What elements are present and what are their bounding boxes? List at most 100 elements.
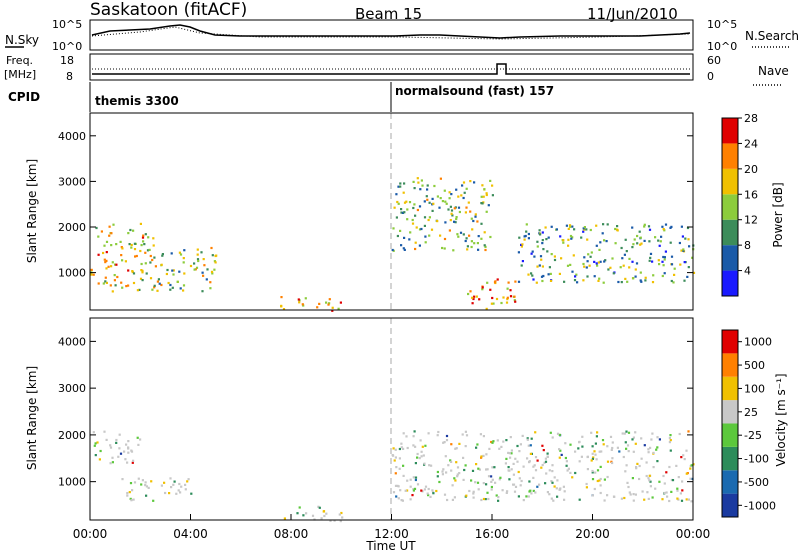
echo-cell bbox=[685, 472, 688, 475]
echo-cell bbox=[587, 253, 590, 256]
echo-cell bbox=[519, 484, 522, 487]
echo-cell bbox=[581, 445, 584, 448]
echo-cell bbox=[491, 441, 494, 444]
echo-cell bbox=[432, 492, 435, 495]
echo-cell bbox=[401, 211, 405, 214]
echo-cell bbox=[173, 480, 176, 483]
echo-cell bbox=[566, 469, 569, 472]
echo-cell bbox=[451, 214, 454, 217]
echo-cell bbox=[333, 519, 336, 522]
echo-cell bbox=[420, 227, 423, 231]
echo-cell bbox=[454, 479, 457, 482]
echo-cell bbox=[632, 493, 635, 496]
echo-cell bbox=[154, 265, 157, 268]
echo-cell bbox=[591, 457, 594, 460]
echo-cell bbox=[420, 179, 423, 182]
date-title: 11/Jun/2010 bbox=[587, 5, 678, 23]
echo-cell bbox=[477, 467, 480, 470]
y-tick-label: 3000 bbox=[58, 382, 86, 395]
echo-cell bbox=[97, 253, 100, 256]
echo-cell bbox=[546, 452, 549, 455]
echo-cell bbox=[158, 282, 161, 285]
echo-cell bbox=[648, 259, 651, 262]
echo-cell bbox=[457, 235, 460, 238]
echo-cell bbox=[157, 278, 160, 281]
time-xlabel: Time UT bbox=[365, 539, 416, 553]
echo-cell bbox=[482, 195, 485, 198]
power-panel-frame bbox=[89, 112, 694, 311]
echo-cell bbox=[396, 234, 399, 238]
echo-cell bbox=[625, 447, 628, 450]
echo-cell bbox=[140, 244, 143, 247]
echo-cell bbox=[107, 265, 110, 268]
echo-cell bbox=[471, 228, 474, 231]
echo-cell bbox=[491, 194, 494, 197]
echo-cell bbox=[96, 441, 99, 444]
echo-cell bbox=[416, 208, 419, 212]
echo-cell bbox=[465, 187, 468, 190]
echo-cell bbox=[518, 477, 521, 480]
echo-cell bbox=[531, 250, 534, 253]
echo-cell bbox=[532, 489, 535, 492]
echo-cell bbox=[595, 458, 598, 461]
echo-cell bbox=[394, 448, 397, 451]
echo-cell bbox=[129, 497, 132, 500]
echo-cell bbox=[463, 191, 466, 194]
echo-cell bbox=[438, 480, 441, 484]
echo-cell bbox=[403, 201, 407, 204]
echo-cell bbox=[214, 254, 217, 258]
echo-cell bbox=[457, 206, 461, 209]
echo-cell bbox=[614, 242, 617, 245]
colorbar-segment bbox=[722, 270, 738, 296]
echo-cell bbox=[545, 472, 548, 475]
echo-cell bbox=[414, 247, 417, 251]
echo-cell bbox=[472, 496, 475, 499]
echo-cell bbox=[318, 302, 321, 305]
echo-cell bbox=[398, 447, 401, 451]
echo-cell bbox=[509, 436, 512, 439]
cpid-row: CPID themis 3300 normalsound (fast) 157 bbox=[8, 82, 554, 112]
echo-cell bbox=[111, 261, 114, 264]
echo-cell bbox=[690, 464, 693, 467]
echo-cell bbox=[143, 243, 146, 246]
echo-cell bbox=[536, 485, 539, 488]
echo-cell bbox=[625, 430, 628, 433]
echo-cell bbox=[507, 451, 510, 454]
echo-cell bbox=[686, 226, 690, 230]
echo-cell bbox=[666, 495, 669, 498]
echo-cell bbox=[317, 505, 320, 508]
colorbar-segment bbox=[722, 493, 738, 517]
echo-cell bbox=[166, 268, 169, 272]
echo-cell bbox=[491, 184, 494, 187]
echo-cell bbox=[169, 288, 172, 291]
echo-cell bbox=[120, 246, 123, 249]
echo-cell bbox=[105, 251, 108, 254]
echo-cell bbox=[560, 453, 563, 456]
echo-cell bbox=[548, 469, 551, 472]
echo-cell bbox=[397, 497, 400, 500]
echo-cell bbox=[481, 288, 484, 291]
echo-cell bbox=[551, 436, 554, 439]
echo-cell bbox=[538, 229, 541, 232]
echo-cell bbox=[611, 446, 614, 450]
echo-cell bbox=[448, 197, 451, 200]
echo-cell bbox=[146, 249, 150, 252]
echo-cell bbox=[121, 286, 124, 289]
echo-cell bbox=[477, 488, 480, 491]
echo-cell bbox=[542, 274, 545, 278]
echo-cell bbox=[647, 477, 650, 480]
echo-cell bbox=[474, 481, 477, 484]
echo-cell bbox=[150, 480, 153, 483]
echo-cell bbox=[297, 298, 300, 301]
colorbar-tick-label: -1000 bbox=[744, 499, 776, 512]
echo-cell bbox=[179, 287, 182, 290]
echo-cell bbox=[426, 198, 429, 201]
echo-cell bbox=[399, 182, 402, 185]
echo-cell bbox=[298, 506, 301, 509]
echo-cell bbox=[441, 473, 444, 476]
echo-cell bbox=[629, 493, 632, 496]
echo-cell bbox=[139, 222, 142, 225]
echo-cell bbox=[424, 444, 427, 447]
echo-cell bbox=[466, 248, 469, 251]
echo-cell bbox=[408, 201, 412, 204]
